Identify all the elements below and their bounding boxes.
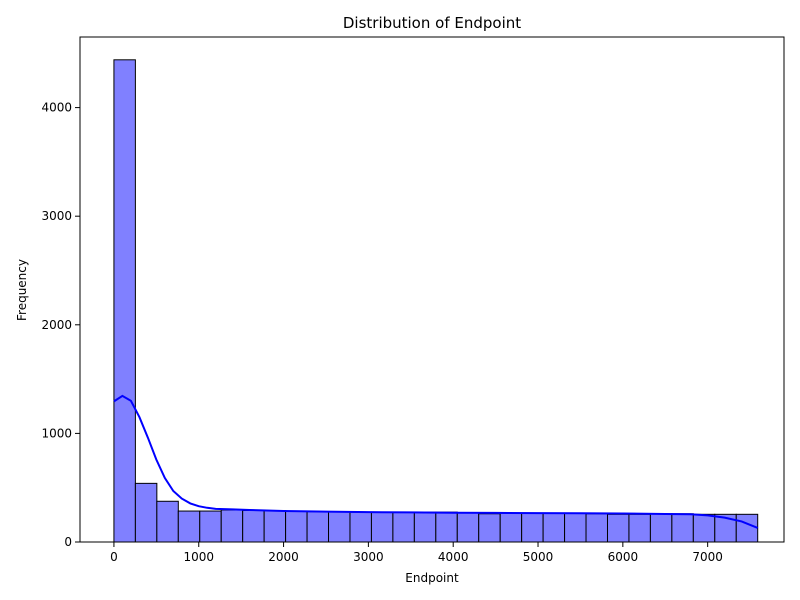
histogram-bar [263,510,287,543]
histogram-bar [649,513,673,543]
histogram-bar [177,510,201,543]
x-tick-label: 4000 [438,550,469,564]
x-tick-label: 7000 [692,550,723,564]
histogram-bar [542,512,566,543]
chart-title: Distribution of Endpoint [343,14,521,32]
histogram-bar [435,511,458,543]
x-tick-label: 3000 [353,550,384,564]
histogram-bar [671,513,694,543]
histogram-bar [456,512,480,543]
histogram-bars [113,59,759,543]
histogram-bar [521,512,544,543]
histogram-bar [349,511,372,543]
histogram-bar [735,513,759,543]
x-tick-label: 2000 [268,550,299,564]
histogram-bar [564,512,587,543]
histogram-bar [285,510,308,543]
y-tick-label: 0 [64,535,72,549]
histogram-bar [478,513,501,543]
plot-frame [79,36,785,543]
histogram-bar [242,510,265,543]
histogram-bar [328,511,351,543]
y-tick-label: 2000 [41,318,72,332]
histogram-bar [156,500,179,543]
histogram-bar [134,482,158,543]
histogram-bar [113,59,136,543]
histogram-bar [585,513,608,543]
y-tick-label: 3000 [41,209,72,223]
histogram-bar [306,511,330,543]
kde-curve [113,394,759,529]
histogram-bar [199,510,222,543]
x-tick-label: 6000 [608,550,639,564]
y-axis-ticks: 0 1000 2000 3000 4000 [41,101,80,549]
x-axis-label: Endpoint [405,571,459,585]
histogram-bar [413,511,437,543]
histogram-bar [628,513,651,543]
histogram-bar [370,511,394,543]
histogram-bar [220,509,244,543]
y-axis-label: Frequency [15,259,29,321]
x-tick-label: 5000 [523,550,554,564]
x-tick-label: 0 [110,550,118,564]
x-tick-label: 1000 [183,550,214,564]
histogram-bar [499,512,523,543]
y-tick-label: 4000 [41,101,72,115]
x-axis-ticks: 0 1000 2000 3000 4000 5000 6000 7000 [110,542,723,564]
histogram-bar [392,511,415,543]
y-tick-label: 1000 [41,426,72,440]
histogram-bar [692,513,716,543]
histogram-bar [606,513,630,543]
